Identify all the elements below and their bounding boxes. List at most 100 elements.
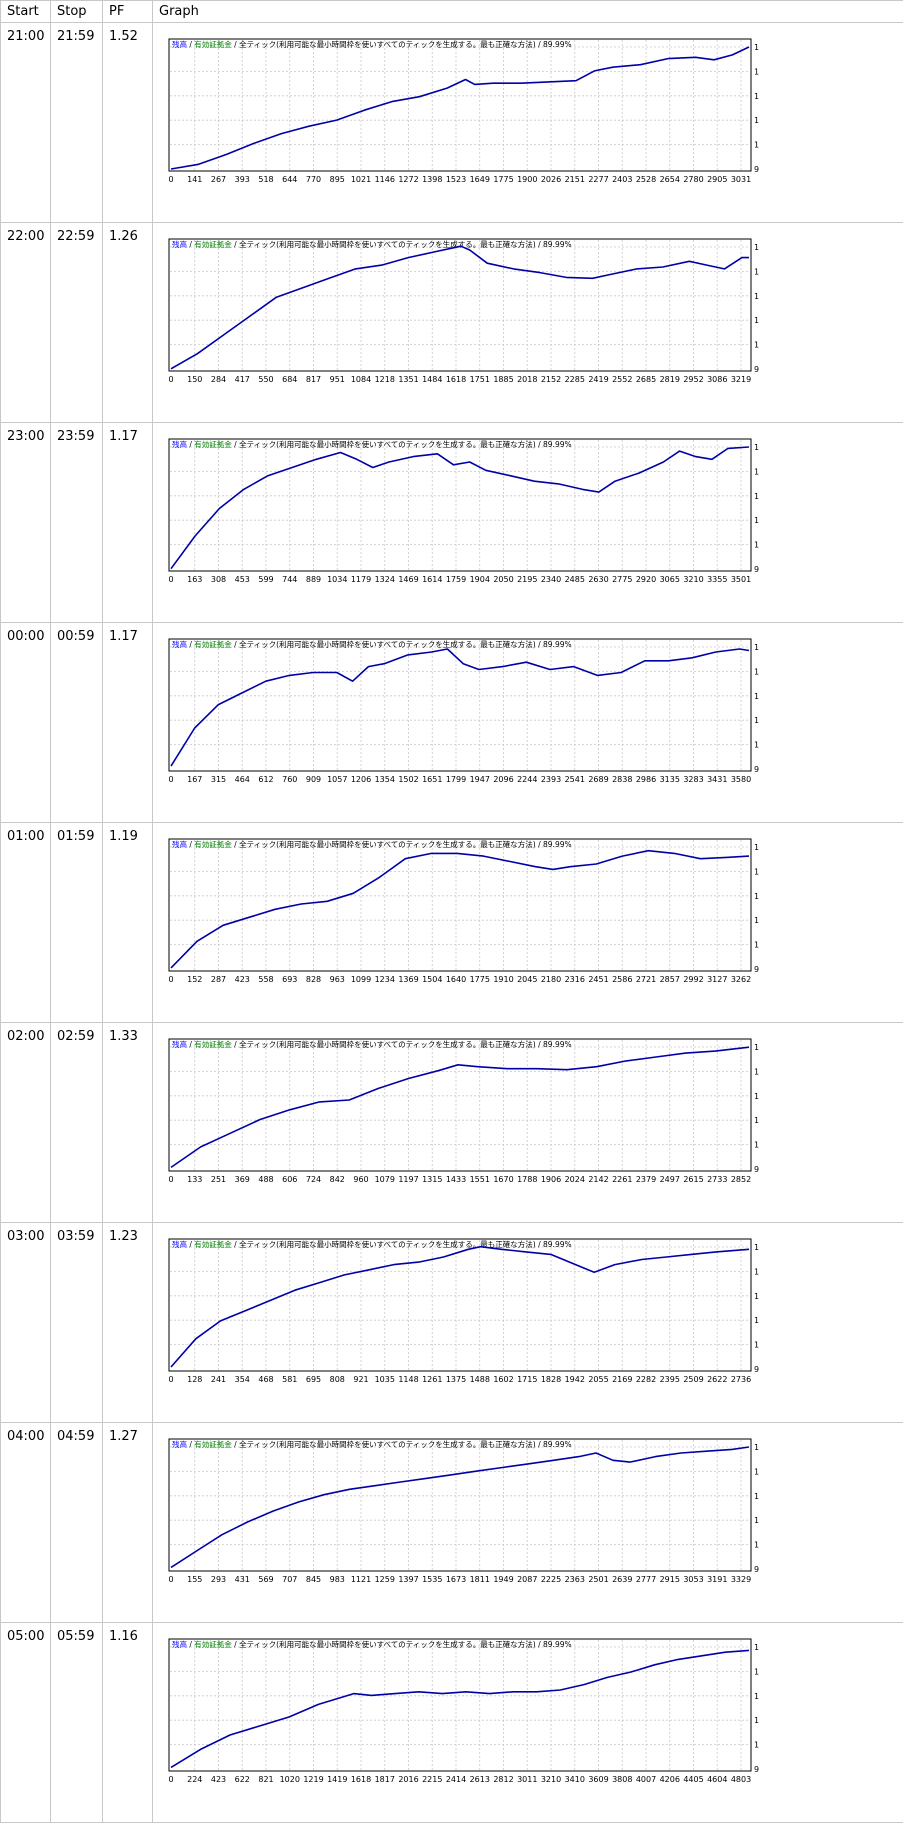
- chart-title: 残高 / 有効証拠金 / 全ティック(利用可能な最小時間枠を使いすべてのティック…: [172, 1639, 572, 1649]
- x-tick-label: 909: [306, 775, 321, 784]
- x-tick-label: 293: [211, 1575, 226, 1584]
- chart-title: 残高 / 有効証拠金 / 全ティック(利用可能な最小時間枠を使いすべてのティック…: [172, 839, 572, 849]
- y-tick-label: 1000246: [754, 492, 759, 501]
- x-tick-label: 251: [211, 1175, 226, 1184]
- report-rows: 21:00 21:59 1.52 0 141 267 393 518 644 770 895 1021…: [0, 22, 903, 1823]
- title-sep2: /: [232, 440, 239, 449]
- y-tick-label: 1000159: [754, 916, 759, 925]
- y-tick-label: 1000367: [754, 1692, 759, 1701]
- x-tick-label: 693: [282, 975, 297, 984]
- equity-line: [170, 849, 750, 969]
- x-tick-label: 1057: [327, 775, 347, 784]
- title-margin: 有効証拠金: [194, 239, 232, 249]
- x-tick-label: 2541: [565, 775, 585, 784]
- y-tick-label: 999972: [754, 1365, 759, 1374]
- x-tick-label: 2733: [707, 1175, 727, 1184]
- x-tick-label: 354: [235, 1375, 250, 1384]
- x-tick-label: 3065: [660, 575, 680, 584]
- y-tick-label: 1000591: [754, 1043, 759, 1052]
- title-sep1: /: [187, 640, 194, 649]
- x-tick-label: 684: [282, 375, 297, 384]
- title-mode: 全ティック(利用可能な最小時間枠を使いすべてのティックを生成する。最も正確な方法…: [239, 1239, 536, 1249]
- y-tick-label: 1000230: [754, 1516, 759, 1525]
- title-sep2: /: [232, 240, 239, 249]
- x-tick-label: 1218: [375, 375, 395, 384]
- x-tick-label: 1885: [493, 375, 513, 384]
- x-tick-label: 760: [282, 775, 297, 784]
- x-tick-label: 612: [258, 775, 273, 784]
- equity-line: [170, 1046, 750, 1169]
- title-quality: / 89.99%: [536, 1640, 572, 1649]
- x-tick-label: 2586: [612, 975, 632, 984]
- x-tick-label: 1354: [375, 775, 395, 784]
- x-tick-label: 2654: [660, 175, 680, 184]
- cell-stop: 05:59: [50, 1622, 103, 1823]
- y-tick-label: 1000364: [754, 1492, 759, 1501]
- equity-chart: 0 133 251 369 488 606 724 842 960 1079 1197 1315 143…: [168, 1038, 759, 1184]
- header-row: Start Stop PF Graph: [0, 0, 903, 23]
- title-margin: 有効証拠金: [194, 39, 232, 49]
- x-tick-label: 3808: [612, 1775, 632, 1784]
- title-mode: 全ティック(利用可能な最小時間枠を使いすべてのティックを生成する。最も正確な方法…: [239, 1039, 536, 1049]
- equity-line: [170, 1649, 750, 1769]
- x-tick-label: 2282: [636, 1375, 656, 1384]
- title-sep1: /: [187, 1040, 194, 1049]
- x-tick-label: 1398: [422, 175, 442, 184]
- x-tick-label: 1419: [327, 1775, 347, 1784]
- x-tick-label: 3210: [541, 1775, 561, 1784]
- table-row: 05:00 05:59 1.16 0 224 423 622 821 1020 1219 1419 1…: [0, 1622, 903, 1823]
- x-tick-label: 3031: [731, 175, 751, 184]
- equity-chart: 0 152 287 423 558 693 828 963 1099 1234 1369 1504 16…: [168, 838, 759, 984]
- x-tick-label: 4803: [731, 1775, 751, 1784]
- x-tick-label: 241: [211, 1375, 226, 1384]
- x-tick-label: 921: [353, 1375, 368, 1384]
- equity-line: [170, 1245, 750, 1368]
- table-row: 02:00 02:59 1.33 0 133 251 369 488 606 724 842 960 1…: [0, 1022, 903, 1223]
- title-balance: 残高: [172, 639, 187, 649]
- y-tick-label: 1000068: [754, 541, 759, 550]
- x-tick-label: 3191: [707, 1575, 727, 1584]
- title-balance: 残高: [172, 839, 187, 849]
- x-tick-label: 1947: [470, 775, 490, 784]
- chart-title: 残高 / 有効証拠金 / 全ティック(利用可能な最小時間枠を使いすべてのティック…: [172, 1439, 572, 1449]
- y-tick-label: 1000067: [754, 1341, 759, 1350]
- equity-chart: 0 128 241 354 468 581 695 808 921 1035 1148 1261 137…: [168, 1238, 759, 1384]
- x-tick-label: 369: [235, 1175, 250, 1184]
- x-tick-label: 3262: [731, 975, 751, 984]
- y-tick-label: 1000633: [754, 1443, 759, 1452]
- x-tick-label: 2393: [541, 775, 561, 784]
- y-tick-label: 1000357: [754, 292, 759, 301]
- y-tick-label: 1000150: [754, 141, 759, 150]
- table-row: 22:00 22:59 1.26 0 150 284 417 550 684 817 951 1084…: [0, 222, 903, 423]
- title-balance: 残高: [172, 1439, 187, 1449]
- x-tick-label: 1324: [375, 575, 395, 584]
- x-tick-label: 1021: [351, 175, 371, 184]
- x-tick-label: 1904: [470, 575, 490, 584]
- title-balance: 残高: [172, 439, 187, 449]
- x-tick-label: 141: [187, 175, 202, 184]
- x-tick-label: 1910: [493, 975, 513, 984]
- x-tick-label: 2261: [612, 1175, 632, 1184]
- x-tick-label: 0: [168, 375, 173, 384]
- x-tick-label: 558: [258, 975, 273, 984]
- x-tick-label: 2838: [612, 775, 632, 784]
- cell-pf: 1.16: [102, 1622, 153, 1823]
- cell-graph: 0 128 241 354 468 581 695 808 921 1035 1148 1261 137…: [152, 1222, 903, 1423]
- x-tick-label: 423: [235, 975, 250, 984]
- title-quality: / 89.99%: [536, 440, 572, 449]
- title-quality: / 89.99%: [536, 40, 572, 49]
- title-sep1: /: [187, 240, 194, 249]
- x-tick-label: 2024: [565, 1175, 585, 1184]
- title-balance: 残高: [172, 1239, 187, 1249]
- y-tick-label: 1000353: [754, 1267, 759, 1276]
- x-tick-label: 2169: [612, 1375, 632, 1384]
- x-tick-label: 2920: [636, 575, 656, 584]
- cell-start: 22:00: [0, 222, 51, 423]
- x-tick-label: 842: [330, 1175, 345, 1184]
- x-tick-label: 284: [211, 375, 226, 384]
- x-tick-label: 1179: [351, 575, 371, 584]
- x-tick-label: 1551: [470, 1175, 490, 1184]
- x-tick-label: 2419: [588, 375, 608, 384]
- y-tick-label: 1000314: [754, 667, 759, 676]
